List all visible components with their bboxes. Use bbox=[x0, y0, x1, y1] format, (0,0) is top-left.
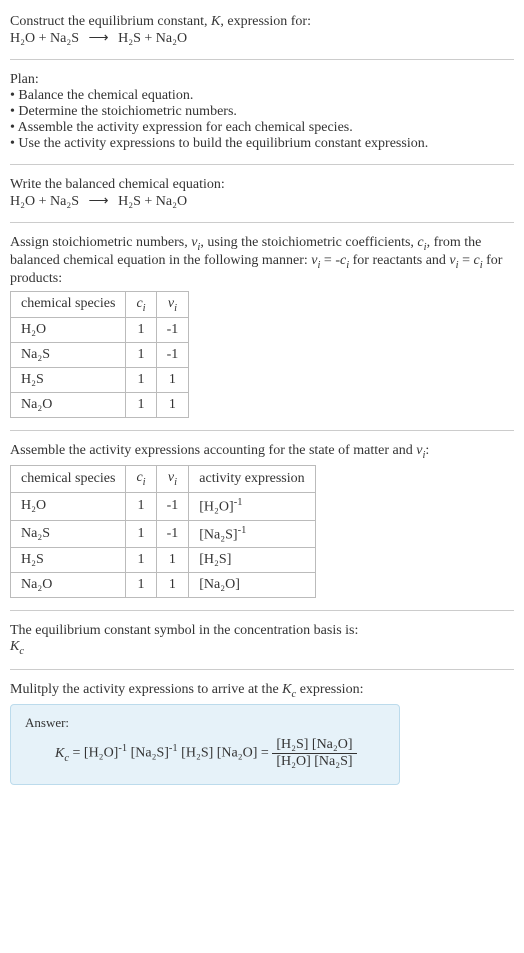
balanced-block: Write the balanced chemical equation: H₂… bbox=[10, 171, 514, 216]
header-line1: Construct the equilibrium constant, K, e… bbox=[10, 14, 514, 30]
answer-label: Answer: bbox=[25, 715, 385, 731]
answer-expression: Kc = [H₂O]-1 [Na₂S]-1 [H₂S] [Na₂O] = [H₂… bbox=[25, 737, 385, 770]
col-species: chemical species bbox=[11, 291, 126, 318]
cell-ci: 1 bbox=[126, 393, 156, 418]
cell-ci: 1 bbox=[126, 492, 156, 520]
stoich-table: chemical species ci νi H₂O 1 -1 Na₂S 1 -… bbox=[10, 291, 189, 419]
expr-pow: -1 bbox=[238, 525, 247, 536]
table-row: H₂O 1 -1 bbox=[11, 318, 189, 343]
activity-table: chemical species ci νi activity expressi… bbox=[10, 465, 316, 598]
cell-species: H₂S bbox=[11, 548, 126, 573]
cell-ci: 1 bbox=[126, 318, 156, 343]
table-row: H₂O 1 -1 [H₂O]-1 bbox=[11, 492, 316, 520]
cell-activity: [H₂S] bbox=[189, 548, 315, 573]
expr-pow: -1 bbox=[234, 497, 243, 508]
col-vi: νi bbox=[156, 291, 189, 318]
cell-ci: 1 bbox=[126, 520, 156, 548]
divider bbox=[10, 222, 514, 223]
cell-species: Na₂O bbox=[11, 393, 126, 418]
cell-species: Na₂O bbox=[11, 573, 126, 598]
kc-intro: The equilibrium constant symbol in the c… bbox=[10, 623, 514, 639]
cell-vi: -1 bbox=[156, 492, 189, 520]
table-row: H₂S 1 1 [H₂S] bbox=[11, 548, 316, 573]
plan-item: • Use the activity expressions to build … bbox=[10, 136, 514, 152]
balanced-title: Write the balanced chemical equation: bbox=[10, 177, 514, 193]
table-row: Na₂O 1 1 [Na₂O] bbox=[11, 573, 316, 598]
final-intro: Mulitply the activity expressions to arr… bbox=[10, 682, 514, 700]
table-row: Na₂S 1 -1 [Na₂S]-1 bbox=[11, 520, 316, 548]
answer-box: Answer: Kc = [H₂O]-1 [Na₂S]-1 [H₂S] [Na₂… bbox=[10, 704, 400, 785]
divider bbox=[10, 59, 514, 60]
cell-ci: 1 bbox=[126, 548, 156, 573]
col-species: chemical species bbox=[11, 466, 126, 493]
eq-left: H₂O + Na₂S bbox=[10, 31, 79, 46]
divider bbox=[10, 430, 514, 431]
cell-ci: 1 bbox=[126, 343, 156, 368]
expr-base: [Na₂O] bbox=[199, 577, 240, 592]
expr-base: [H₂O] bbox=[199, 500, 233, 515]
col-ci: ci bbox=[126, 291, 156, 318]
col-activity: activity expression bbox=[189, 466, 315, 493]
arrow-icon: ⟶ bbox=[83, 30, 115, 47]
cell-ci: 1 bbox=[126, 368, 156, 393]
kc-symbol-block: The equilibrium constant symbol in the c… bbox=[10, 617, 514, 663]
eq-left: H₂O + Na₂S bbox=[10, 194, 79, 209]
table-header-row: chemical species ci νi activity expressi… bbox=[11, 466, 316, 493]
activity-intro: Assemble the activity expressions accoun… bbox=[10, 443, 514, 461]
table-row: H₂S 1 1 bbox=[11, 368, 189, 393]
fraction: [H₂S] [Na₂O] [H₂O] [Na₂S] bbox=[272, 737, 356, 770]
cell-ci: 1 bbox=[126, 573, 156, 598]
eq-right: H₂S + Na₂O bbox=[118, 194, 187, 209]
divider bbox=[10, 669, 514, 670]
plan-block: Plan: • Balance the chemical equation. •… bbox=[10, 66, 514, 158]
final-block: Mulitply the activity expressions to arr… bbox=[10, 676, 514, 791]
frac-num: [H₂S] [Na₂O] bbox=[272, 737, 356, 754]
plan-item: • Balance the chemical equation. bbox=[10, 88, 514, 104]
cell-species: Na₂S bbox=[11, 520, 126, 548]
cell-species: H₂S bbox=[11, 368, 126, 393]
col-vi: νi bbox=[156, 466, 189, 493]
cell-vi: 1 bbox=[156, 573, 189, 598]
plan-item: • Determine the stoichiometric numbers. bbox=[10, 104, 514, 120]
plan-title: Plan: bbox=[10, 72, 514, 88]
cell-vi: 1 bbox=[156, 393, 189, 418]
expr-base: [H₂S] bbox=[199, 552, 231, 567]
stoich-intro: Assign stoichiometric numbers, νi, using… bbox=[10, 235, 514, 287]
stoich-block: Assign stoichiometric numbers, νi, using… bbox=[10, 229, 514, 424]
divider bbox=[10, 164, 514, 165]
header-block: Construct the equilibrium constant, K, e… bbox=[10, 8, 514, 53]
cell-vi: -1 bbox=[156, 343, 189, 368]
cell-vi: 1 bbox=[156, 368, 189, 393]
plan-item: • Assemble the activity expression for e… bbox=[10, 120, 514, 136]
header-equation: H₂O + Na₂S ⟶ H₂S + Na₂O bbox=[10, 30, 514, 47]
cell-activity: [Na₂S]-1 bbox=[189, 520, 315, 548]
table-row: Na₂O 1 1 bbox=[11, 393, 189, 418]
frac-den: [H₂O] [Na₂S] bbox=[272, 754, 356, 770]
cell-species: Na₂S bbox=[11, 343, 126, 368]
arrow-icon: ⟶ bbox=[83, 193, 115, 210]
cell-vi: -1 bbox=[156, 520, 189, 548]
cell-activity: [H₂O]-1 bbox=[189, 492, 315, 520]
activity-block: Assemble the activity expressions accoun… bbox=[10, 437, 514, 604]
col-ci: ci bbox=[126, 466, 156, 493]
cell-activity: [Na₂O] bbox=[189, 573, 315, 598]
divider bbox=[10, 610, 514, 611]
kc-symbol: Kc bbox=[10, 639, 514, 657]
cell-vi: 1 bbox=[156, 548, 189, 573]
table-row: Na₂S 1 -1 bbox=[11, 343, 189, 368]
eq-right: H₂S + Na₂O bbox=[118, 31, 187, 46]
cell-species: H₂O bbox=[11, 492, 126, 520]
expr-base: [Na₂S] bbox=[199, 527, 237, 542]
balanced-equation: H₂O + Na₂S ⟶ H₂S + Na₂O bbox=[10, 193, 514, 210]
table-header-row: chemical species ci νi bbox=[11, 291, 189, 318]
cell-species: H₂O bbox=[11, 318, 126, 343]
cell-vi: -1 bbox=[156, 318, 189, 343]
